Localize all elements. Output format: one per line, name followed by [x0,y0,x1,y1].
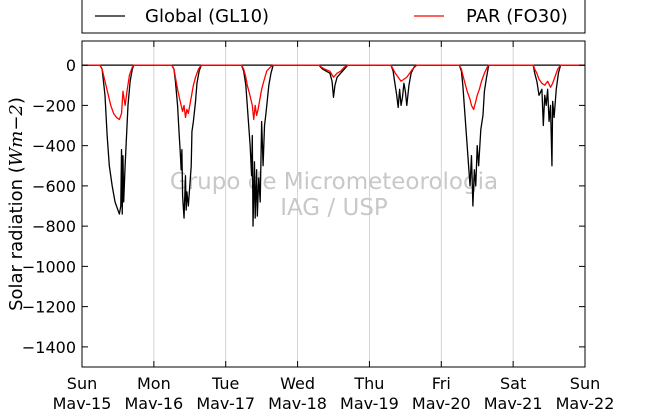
y-axis-label-main: Solar radiation ( [6,166,27,311]
y-tick-label: −1000 [22,257,76,276]
y-tick-label: −200 [32,96,76,115]
x-tick-label-date: Mav-19 [340,394,399,409]
x-tick-label-date: Mav-17 [196,394,255,409]
y-tick-label: −1400 [22,338,76,357]
x-axis-ticks: SunMav-15MonMav-16TueMav-17WedMav-18ThuM… [53,41,615,409]
series-line-1 [82,64,585,121]
y-tick-label: −1200 [22,298,76,317]
series-lines [82,64,585,227]
x-tick-label-day: Sat [500,374,526,393]
y-axis-label-exponent: −2 [6,104,27,131]
y-axis-ticks: 0 −200 −400 −600 −800 −1000 −1200 −1400 [22,56,585,357]
x-tick-label-date: Mav-16 [124,394,183,409]
legend: Global (GL10) PAR (FO30) [81,0,586,34]
watermark-line-2: IAG / USP [280,195,388,221]
y-tick-label: −400 [32,137,76,156]
y-axis-label-unit: Wm [6,131,27,167]
x-tick-label-date: Mav-18 [268,394,327,409]
legend-label-par: PAR (FO30) [466,6,568,27]
plot-frame [81,40,586,368]
x-tick-label-day: Wed [280,374,315,393]
x-tick-label-day: Mon [137,374,171,393]
y-axis-label: Solar radiation (Wm−2) [6,97,27,311]
legend-box [81,0,586,34]
legend-label-global: Global (GL10) [145,6,269,27]
x-tick-label-day: Thu [353,374,384,393]
watermark-line-1: Grupo de Micrometeorologia [170,169,498,195]
x-tick-label-day: Sun [67,374,97,393]
y-tick-label: 0 [66,56,76,75]
x-tick-label-date: Mav-15 [53,394,112,409]
y-axis-label-close: ) [6,97,27,104]
x-tick-label-date: Mav-22 [556,394,615,409]
x-tick-label-day: Tue [211,374,239,393]
plot-area: Grupo de Micrometeorologia IAG / USP 0 −2… [22,40,615,409]
y-tick-label: −600 [32,177,76,196]
y-tick-label: −800 [32,217,76,236]
x-tick-label-date: Mav-21 [484,394,543,409]
x-tick-label-day: Sun [570,374,600,393]
x-tick-label-date: Mav-20 [412,394,471,409]
x-tick-label-day: Fri [432,374,451,393]
watermark: Grupo de Micrometeorologia IAG / USP [170,169,498,221]
